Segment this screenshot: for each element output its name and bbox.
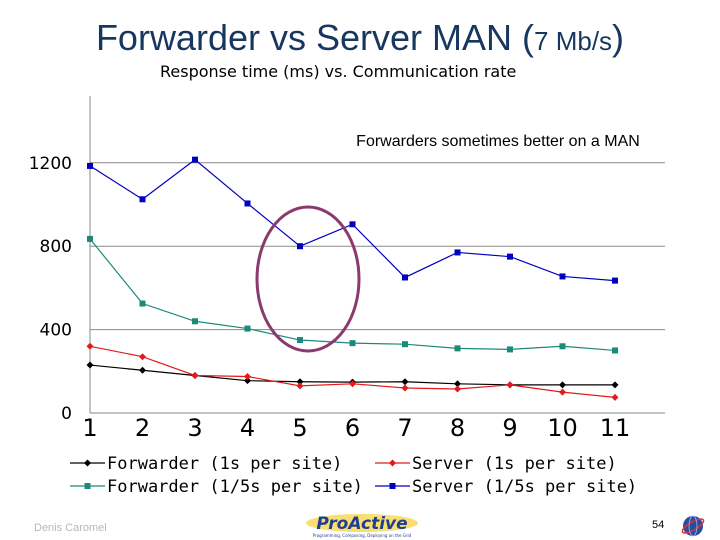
x-tick-11: 11 xyxy=(600,414,631,442)
series-2-point-5 xyxy=(297,337,303,344)
title-unit: 7 Mb/s xyxy=(534,26,613,56)
series-4-point-4 xyxy=(244,200,251,207)
page-number: 54 xyxy=(652,519,665,531)
series-4-point-6 xyxy=(349,221,356,228)
chart-legend: Forwarder (1s per site) Forwarder (1/5s p… xyxy=(70,454,637,497)
x-tick-6: 6 xyxy=(345,414,360,442)
series-3-point-7 xyxy=(401,384,409,392)
series-3-point-3 xyxy=(191,371,199,379)
title-close: ) xyxy=(612,17,625,58)
highlight-ellipse xyxy=(255,205,361,353)
series-4-point-7 xyxy=(402,274,408,281)
series-3-point-4 xyxy=(244,373,251,381)
legend-label-3: Server (1s per site) xyxy=(412,454,617,474)
series-line-4 xyxy=(89,158,616,282)
x-tick-4: 4 xyxy=(240,414,255,442)
series-4-point-9 xyxy=(507,253,513,260)
series-1-point-4 xyxy=(244,377,251,385)
series-2-point-1 xyxy=(87,235,93,242)
legend-marker-1 xyxy=(84,459,91,467)
globe-icon xyxy=(681,515,705,537)
series-3-point-10 xyxy=(559,388,566,396)
series-4-point-5 xyxy=(297,243,303,250)
series-3-point-5 xyxy=(296,382,304,390)
svg-text:ProActive: ProActive xyxy=(316,514,407,534)
y-tick-labels: 0 400 800 1200 xyxy=(29,154,72,424)
legend-marker-4 xyxy=(389,483,396,489)
chart-annotation: Forwarders sometimes better on a MAN xyxy=(356,133,640,150)
series-4-point-1 xyxy=(87,162,93,169)
series-1-point-10 xyxy=(559,381,566,389)
x-tick-2: 2 xyxy=(135,414,150,442)
legend-marker-2 xyxy=(84,483,91,489)
y-tick-400: 400 xyxy=(40,321,72,341)
series-lines xyxy=(89,158,616,398)
series-3-point-6 xyxy=(349,380,356,388)
x-tick-5: 5 xyxy=(292,414,307,442)
y-tick-0: 0 xyxy=(61,404,72,424)
series-markers xyxy=(86,156,619,401)
legend-label-4: Server (1/5s per site) xyxy=(412,477,637,497)
series-line-2 xyxy=(89,238,616,352)
chart-subtitle: Response time (ms) vs. Communication rat… xyxy=(160,62,517,81)
series-2-point-6 xyxy=(349,340,356,347)
gridlines xyxy=(90,162,665,331)
y-tick-1200: 1200 xyxy=(29,154,72,174)
series-line-3 xyxy=(89,345,616,398)
title-main: Forwarder vs Server MAN ( xyxy=(95,17,535,58)
series-3-point-1 xyxy=(86,342,94,350)
series-2-point-9 xyxy=(507,346,513,353)
x-tick-8: 8 xyxy=(450,414,465,442)
series-2-point-8 xyxy=(454,345,461,352)
series-4-point-8 xyxy=(454,249,461,256)
x-tick-3: 3 xyxy=(187,414,202,442)
series-2-point-11 xyxy=(612,347,618,354)
series-1-point-7 xyxy=(401,378,409,386)
series-2-point-3 xyxy=(192,318,198,325)
svg-text:Programming, Composing, Deploy: Programming, Composing, Deploying on the… xyxy=(313,533,412,538)
series-2-point-4 xyxy=(244,325,251,332)
series-1-point-5 xyxy=(296,378,304,386)
series-3-point-2 xyxy=(139,353,146,361)
series-3-point-8 xyxy=(454,385,461,393)
x-tick-7: 7 xyxy=(397,414,412,442)
slide-title: Forwarder vs Server MAN (7 Mb/s) xyxy=(0,18,720,61)
x-tick-9: 9 xyxy=(502,414,517,442)
series-2-point-10 xyxy=(559,343,566,350)
x-tick-1: 1 xyxy=(82,414,97,442)
x-tick-labels: 1 2 3 4 5 6 7 8 9 10 11 xyxy=(82,414,630,442)
series-4-point-2 xyxy=(139,196,146,203)
x-tick-10: 10 xyxy=(547,414,578,442)
series-2-point-2 xyxy=(139,300,146,307)
series-4-point-10 xyxy=(559,273,566,280)
series-1-point-1 xyxy=(86,361,94,369)
y-tick-800: 800 xyxy=(40,237,72,257)
proactive-logo: ProActive Programming, Composing, Deploy… xyxy=(306,514,418,538)
series-1-point-8 xyxy=(454,380,461,388)
series-4-point-3 xyxy=(192,156,198,163)
series-1-point-11 xyxy=(611,381,619,389)
series-4-point-11 xyxy=(612,277,618,284)
legend-label-2: Forwarder (1/5s per site) xyxy=(107,477,363,497)
legend-marker-3 xyxy=(389,459,396,467)
series-1-point-2 xyxy=(139,366,146,374)
series-2-point-7 xyxy=(402,341,408,348)
series-3-point-9 xyxy=(506,381,514,389)
series-3-point-11 xyxy=(611,393,619,401)
legend-label-1: Forwarder (1s per site) xyxy=(107,454,342,474)
footer-author: Denis Caromel xyxy=(34,522,107,534)
